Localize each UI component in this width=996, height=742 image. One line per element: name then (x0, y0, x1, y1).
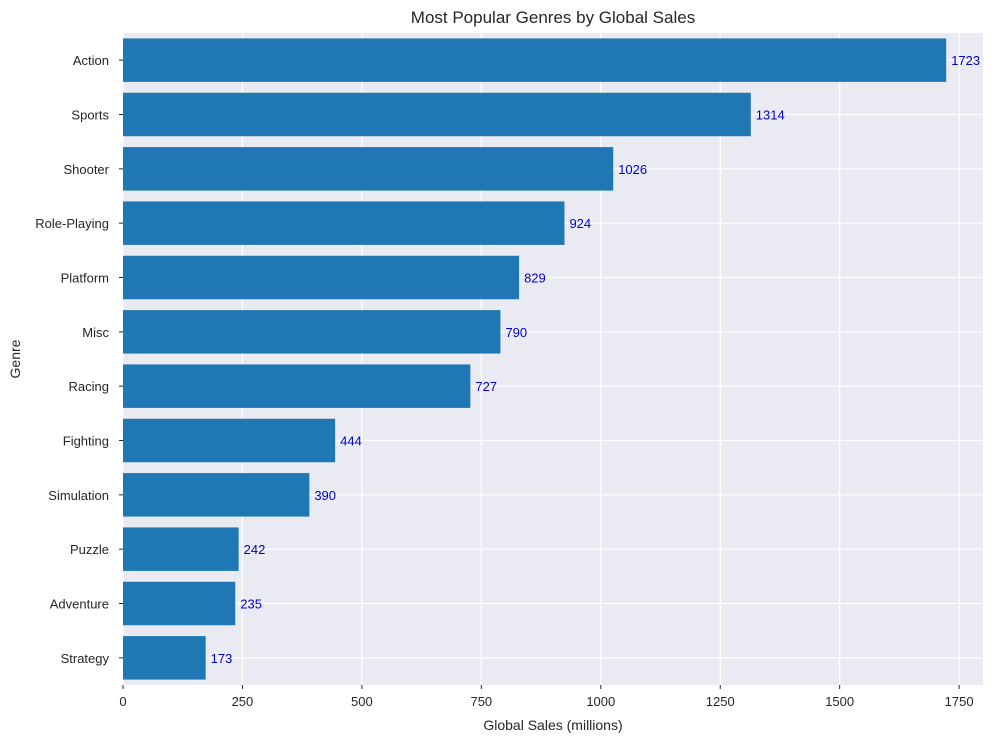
x-axis-label: Global Sales (millions) (483, 717, 622, 733)
bar (123, 38, 947, 82)
data-label: 173 (211, 651, 233, 666)
data-label: 1026 (618, 162, 647, 177)
data-label: 242 (244, 542, 266, 557)
data-label: 924 (569, 216, 591, 231)
bar (123, 364, 471, 408)
chart-title: Most Popular Genres by Global Sales (411, 8, 695, 27)
data-label: 790 (505, 325, 527, 340)
x-tick-label: 500 (351, 694, 373, 709)
x-tick-label: 250 (232, 694, 254, 709)
bar (123, 147, 614, 191)
y-tick-label: Simulation (48, 488, 109, 503)
bar (123, 473, 310, 517)
bar (123, 92, 751, 137)
data-label: 390 (314, 488, 336, 503)
x-tick-label: 1250 (706, 694, 735, 709)
data-label: 235 (240, 597, 262, 612)
y-tick-label: Sports (71, 108, 109, 123)
y-tick-label: Strategy (61, 651, 110, 666)
y-tick-label: Role-Playing (35, 216, 109, 231)
y-tick-label: Adventure (50, 597, 109, 612)
x-tick-label: 0 (119, 694, 126, 709)
y-tick-label: Shooter (63, 162, 109, 177)
bar (123, 255, 520, 300)
x-tick-label: 1500 (825, 694, 854, 709)
data-label: 1314 (756, 108, 785, 123)
bar (123, 636, 206, 680)
bar (123, 418, 336, 463)
bars (123, 38, 947, 680)
bar (123, 527, 239, 571)
data-labels: 1723 1314 1026 924 829 790 727 444 390 242 235 173 (211, 53, 980, 666)
x-tick-label: 1000 (586, 694, 615, 709)
data-label: 727 (475, 379, 497, 394)
x-tick-label: 750 (470, 694, 492, 709)
y-tick-label: Fighting (63, 434, 109, 449)
data-label: 444 (340, 434, 362, 449)
x-tick-label: 1750 (945, 694, 974, 709)
bar (123, 581, 236, 626)
y-tick-label: Action (73, 53, 109, 68)
x-tick-labels: 0 250 500 750 1000 1250 1500 1750 (119, 685, 974, 709)
y-tick-label: Platform (61, 271, 109, 286)
bar (123, 201, 565, 245)
y-tick-label: Misc (82, 325, 109, 340)
y-tick-label: Racing (69, 379, 109, 394)
data-label: 829 (524, 271, 546, 286)
y-tick-label: Puzzle (70, 542, 109, 557)
y-axis-label: Genre (7, 339, 23, 378)
data-label: 1723 (951, 53, 980, 68)
bar (123, 310, 501, 354)
y-tick-labels: Action Sports Shooter Role-Playing Platform M… (35, 53, 123, 666)
